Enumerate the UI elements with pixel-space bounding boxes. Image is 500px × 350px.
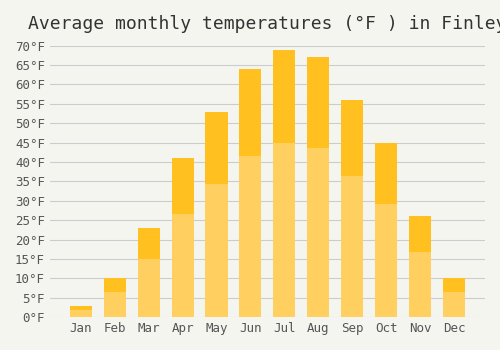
Bar xyxy=(409,216,432,317)
Bar xyxy=(138,228,160,317)
Bar xyxy=(240,69,262,156)
Bar xyxy=(342,100,363,317)
Bar xyxy=(409,216,432,252)
Bar xyxy=(274,50,295,317)
Bar xyxy=(104,278,126,317)
Bar xyxy=(342,100,363,176)
Bar xyxy=(443,278,465,317)
Title: Average monthly temperatures (°F ) in Finley: Average monthly temperatures (°F ) in Fi… xyxy=(28,15,500,33)
Bar xyxy=(375,142,398,204)
Bar xyxy=(104,278,126,292)
Bar xyxy=(138,228,160,259)
Bar xyxy=(172,158,194,317)
Bar xyxy=(172,158,194,214)
Bar xyxy=(443,278,465,292)
Bar xyxy=(375,142,398,317)
Bar xyxy=(70,306,92,317)
Bar xyxy=(240,69,262,317)
Bar xyxy=(308,57,330,317)
Bar xyxy=(206,112,228,317)
Bar xyxy=(70,306,92,310)
Bar xyxy=(308,57,330,148)
Bar xyxy=(274,50,295,143)
Bar xyxy=(206,112,228,183)
